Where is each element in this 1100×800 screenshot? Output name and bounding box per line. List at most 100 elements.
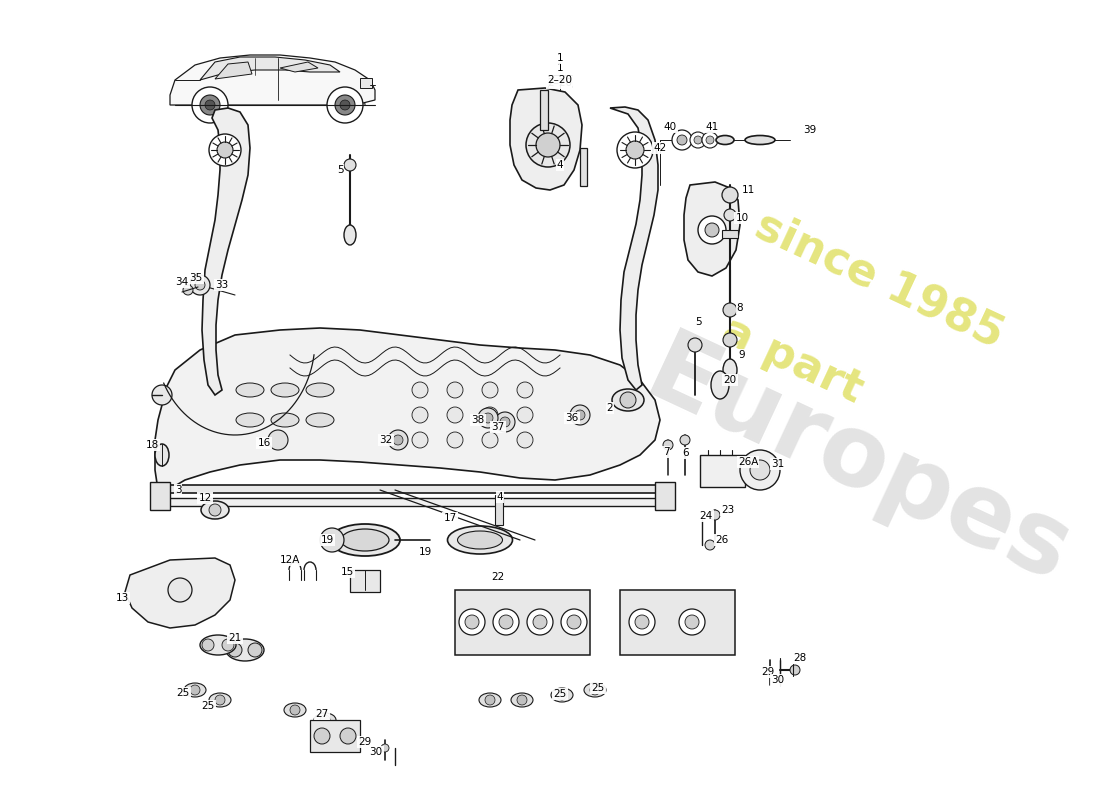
Circle shape — [222, 639, 234, 651]
Circle shape — [679, 609, 705, 635]
Polygon shape — [155, 328, 660, 500]
Circle shape — [723, 333, 737, 347]
Circle shape — [710, 510, 720, 520]
Ellipse shape — [271, 383, 299, 397]
Circle shape — [705, 223, 719, 237]
Ellipse shape — [341, 529, 389, 551]
Text: 31: 31 — [771, 459, 784, 469]
Text: 29: 29 — [761, 667, 774, 677]
Circle shape — [517, 382, 534, 398]
Text: 25: 25 — [553, 689, 566, 699]
Text: since 1985: since 1985 — [749, 204, 1011, 356]
Text: 30: 30 — [370, 747, 383, 757]
Circle shape — [706, 136, 714, 144]
Circle shape — [483, 413, 493, 423]
Circle shape — [290, 705, 300, 715]
Circle shape — [412, 432, 428, 448]
Circle shape — [536, 133, 560, 157]
Ellipse shape — [344, 225, 356, 245]
Text: 23: 23 — [722, 505, 735, 515]
Circle shape — [248, 643, 262, 657]
Text: 7: 7 — [662, 447, 669, 457]
Polygon shape — [170, 55, 375, 105]
Text: 2: 2 — [607, 403, 614, 413]
Circle shape — [314, 728, 330, 744]
Circle shape — [200, 95, 220, 115]
Text: 38: 38 — [472, 415, 485, 425]
Text: 4: 4 — [557, 160, 563, 170]
Text: 11: 11 — [741, 185, 755, 195]
Text: 19: 19 — [418, 547, 431, 557]
Text: 37: 37 — [492, 422, 505, 432]
Circle shape — [566, 615, 581, 629]
Circle shape — [680, 435, 690, 445]
Ellipse shape — [330, 524, 400, 556]
Circle shape — [214, 695, 225, 705]
Circle shape — [183, 285, 192, 295]
Circle shape — [617, 132, 653, 168]
Text: 26A: 26A — [738, 457, 758, 467]
Circle shape — [482, 432, 498, 448]
Circle shape — [534, 615, 547, 629]
Circle shape — [688, 338, 702, 352]
Circle shape — [217, 142, 233, 158]
Ellipse shape — [512, 693, 534, 707]
Ellipse shape — [201, 501, 229, 519]
Circle shape — [750, 460, 770, 480]
Text: 20: 20 — [724, 375, 737, 385]
Ellipse shape — [306, 413, 334, 427]
Text: 40: 40 — [663, 122, 676, 132]
Polygon shape — [280, 62, 318, 72]
Circle shape — [527, 609, 553, 635]
Polygon shape — [684, 182, 740, 276]
Ellipse shape — [584, 683, 606, 697]
Text: 5: 5 — [695, 317, 702, 327]
Circle shape — [192, 87, 228, 123]
Bar — [620, 590, 735, 655]
Text: a part: a part — [715, 309, 869, 411]
Polygon shape — [125, 558, 235, 628]
Ellipse shape — [745, 135, 776, 145]
Ellipse shape — [551, 688, 573, 702]
Text: 25: 25 — [176, 688, 189, 698]
Text: 10: 10 — [736, 213, 749, 223]
Text: 41: 41 — [705, 122, 718, 132]
Circle shape — [702, 132, 718, 148]
Polygon shape — [510, 88, 582, 190]
Text: 21: 21 — [229, 633, 242, 643]
Text: 4: 4 — [497, 492, 504, 502]
Text: 25: 25 — [201, 701, 214, 711]
Bar — [700, 455, 745, 487]
Text: Europes: Europes — [630, 324, 1086, 604]
Text: 2–20: 2–20 — [548, 75, 572, 85]
Circle shape — [168, 578, 192, 602]
Circle shape — [344, 159, 356, 171]
Text: 12: 12 — [198, 493, 211, 503]
Circle shape — [209, 134, 241, 166]
Circle shape — [412, 382, 428, 398]
Circle shape — [570, 405, 590, 425]
Circle shape — [320, 715, 330, 725]
Circle shape — [327, 87, 363, 123]
Circle shape — [740, 450, 780, 490]
Text: 19: 19 — [320, 535, 333, 545]
Circle shape — [209, 504, 221, 516]
Circle shape — [676, 135, 688, 145]
Text: 18: 18 — [145, 440, 158, 450]
Circle shape — [202, 639, 215, 651]
Text: 24: 24 — [700, 511, 713, 521]
Circle shape — [629, 609, 654, 635]
Circle shape — [493, 609, 519, 635]
Circle shape — [663, 440, 673, 450]
Circle shape — [635, 615, 649, 629]
Ellipse shape — [306, 383, 334, 397]
Bar — [350, 570, 380, 592]
Ellipse shape — [226, 639, 264, 661]
Text: 1: 1 — [557, 53, 563, 63]
Text: 15: 15 — [340, 567, 353, 577]
Text: 34: 34 — [175, 277, 188, 287]
Circle shape — [190, 685, 200, 695]
Circle shape — [500, 417, 510, 427]
Circle shape — [228, 643, 242, 657]
Circle shape — [590, 685, 600, 695]
